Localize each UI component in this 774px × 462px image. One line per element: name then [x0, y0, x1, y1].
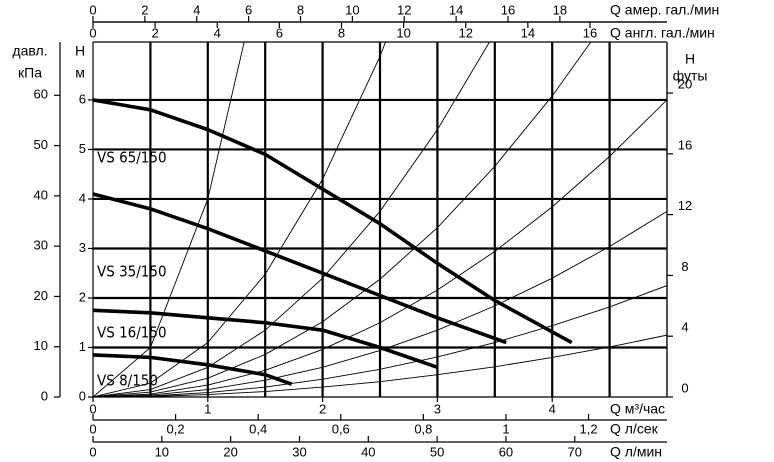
axis-title: Q англ. гал./мин — [610, 25, 715, 41]
system-curve — [93, 210, 667, 397]
system-curve — [93, 99, 667, 397]
axis-title: м — [75, 65, 85, 81]
series-label: VS 16/150 — [97, 324, 167, 342]
y-tick-label: 12 — [678, 198, 692, 213]
x-tick-label: 16 — [501, 2, 515, 17]
series-label: VS 8/150 — [97, 372, 158, 390]
y-tick-label: 0 — [681, 380, 688, 395]
y-tick-label: 1 — [79, 339, 86, 354]
x-tick-label: 8 — [338, 25, 345, 40]
axis-title: футы — [673, 68, 708, 84]
y-tick-label: 5 — [79, 141, 86, 156]
x-tick-label: 1 — [502, 421, 509, 436]
series-label: VS 65/150 — [97, 149, 167, 167]
pump-curve — [92, 353, 293, 386]
x-tick-label: 4 — [214, 25, 221, 40]
x-tick-label: 30 — [292, 444, 306, 459]
x-tick-label: 0 — [89, 421, 96, 436]
y-tick-label: 2 — [79, 289, 86, 304]
pump-curve — [92, 192, 507, 345]
x-tick-label: 10 — [155, 444, 169, 459]
axis-title: H — [75, 43, 85, 59]
y-tick-label: 10 — [34, 338, 48, 353]
x-tick-label: 2 — [152, 25, 159, 40]
x-tick-label: 3 — [434, 401, 441, 416]
y-tick-label: 8 — [681, 259, 688, 274]
x-tick-label: 0,6 — [332, 421, 350, 436]
x-tick-label: 0,2 — [167, 421, 185, 436]
x-tick-label: 50 — [430, 444, 444, 459]
x-tick-label: 16 — [583, 25, 597, 40]
x-tick-label: 18 — [553, 2, 567, 17]
axis-title: Q амер. гал./мин — [610, 2, 719, 18]
x-tick-label: 14 — [449, 2, 463, 17]
x-tick-label: 14 — [521, 25, 535, 40]
x-tick-label: 0 — [89, 401, 96, 416]
axis-title: Q л/мин — [610, 444, 662, 460]
x-tick-label: 8 — [297, 2, 304, 17]
x-tick-label: 6 — [245, 2, 252, 17]
series-label: VS 35/150 — [97, 263, 167, 281]
y-tick-label: 40 — [34, 187, 48, 202]
y-tick-label: 0 — [41, 388, 48, 403]
x-tick-label: 1,2 — [580, 421, 598, 436]
x-tick-label: 70 — [568, 444, 582, 459]
axis-title: кПа — [18, 65, 42, 81]
pump-curve — [92, 308, 438, 369]
axis-title: Q л/сек — [610, 421, 659, 437]
x-tick-label: 40 — [361, 444, 375, 459]
x-tick-label: 0,4 — [249, 421, 267, 436]
x-tick-label: 0,8 — [414, 421, 432, 436]
x-tick-label: 0 — [89, 25, 96, 40]
y-tick-label: 20 — [34, 288, 48, 303]
system-curve — [93, 334, 667, 397]
x-tick-label: 10 — [345, 2, 359, 17]
y-tick-label: 3 — [79, 240, 86, 255]
y-tick-label: 50 — [34, 137, 48, 152]
y-tick-label: 20 — [678, 76, 692, 91]
x-tick-label: 12 — [458, 25, 472, 40]
axis-title: Q м³/час — [610, 401, 665, 417]
y-tick-label: 60 — [34, 87, 48, 102]
y-tick-label: 16 — [678, 137, 692, 152]
x-tick-label: 6 — [276, 25, 283, 40]
x-tick-label: 12 — [397, 2, 411, 17]
system-curve — [93, 42, 491, 397]
system-curve — [93, 42, 592, 397]
x-tick-label: 0 — [89, 444, 96, 459]
x-tick-label: 2 — [319, 401, 326, 416]
y-tick-label: 4 — [681, 320, 688, 335]
y-tick-label: 4 — [79, 190, 86, 205]
system-curve — [93, 42, 245, 397]
x-tick-label: 2 — [141, 2, 148, 17]
x-tick-label: 60 — [499, 444, 513, 459]
x-tick-label: 10 — [396, 25, 410, 40]
y-tick-label: 0 — [79, 388, 86, 403]
x-tick-label: 0 — [89, 2, 96, 17]
x-tick-label: 1 — [204, 401, 211, 416]
x-tick-label: 4 — [193, 2, 200, 17]
axis-title: давл. — [12, 43, 47, 59]
pump-curve — [92, 98, 573, 345]
system-curves — [93, 42, 667, 397]
system-curve — [93, 42, 386, 397]
y-tick-label: 30 — [34, 238, 48, 253]
x-tick-label: 4 — [549, 401, 556, 416]
x-tick-label: 20 — [223, 444, 237, 459]
axis-title: H — [685, 51, 695, 67]
y-tick-label: 6 — [79, 91, 86, 106]
system-curve — [93, 285, 667, 397]
